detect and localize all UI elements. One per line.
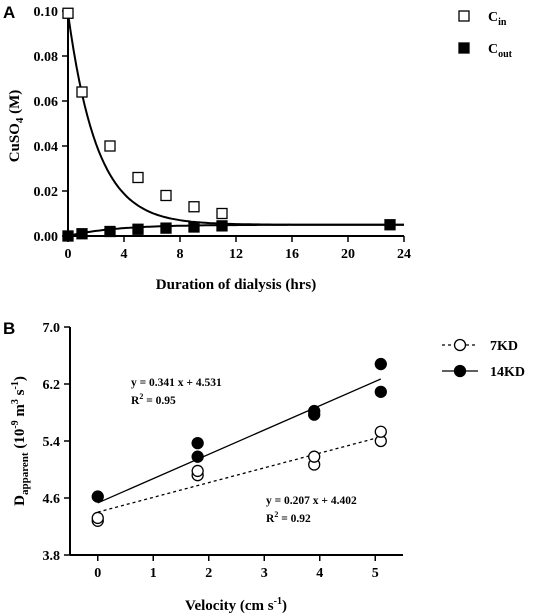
y-tick-label: 0.08 bbox=[34, 50, 59, 65]
panel-a-y-axis-label: CuSO4 (M) bbox=[7, 90, 26, 163]
y-tick-label: 0.02 bbox=[34, 185, 59, 200]
x-tick-label: 5 bbox=[372, 566, 379, 581]
c-out-point bbox=[132, 223, 144, 235]
y-tick-label: 3.8 bbox=[43, 549, 61, 564]
panel-a-label: A bbox=[3, 3, 15, 22]
open-square-marker-icon bbox=[458, 10, 470, 22]
c-out-point bbox=[160, 222, 172, 234]
panel-a-x-axis-label: Duration of dialysis (hrs) bbox=[156, 277, 316, 293]
panel-b-ticks: 0 1 2 3 4 5 3.8 4.6 5.4 6.2 7.0 bbox=[43, 321, 379, 581]
panel-a-legend: Cin Cout bbox=[458, 10, 513, 60]
7kd-point bbox=[91, 511, 104, 525]
7kd-fit-line bbox=[97, 436, 381, 513]
x-tick-label: 0 bbox=[65, 247, 72, 262]
x-tick-label: 0 bbox=[94, 566, 101, 581]
c-out-point bbox=[216, 220, 228, 232]
c-in-point bbox=[76, 86, 88, 98]
14kd-point bbox=[374, 385, 387, 398]
y-tick-label: 6.2 bbox=[43, 378, 61, 393]
panel-b-legend: 7KD 14KD bbox=[442, 338, 525, 380]
x-tick-label: 16 bbox=[285, 247, 299, 262]
x-tick-label: 24 bbox=[397, 247, 411, 262]
x-tick-label: 20 bbox=[341, 247, 355, 262]
c-in-point bbox=[188, 201, 200, 213]
y-tick-label: 0.00 bbox=[34, 230, 59, 245]
legend-item-14kd: 14KD bbox=[442, 364, 525, 380]
legend-label-c-out: Cout bbox=[488, 42, 513, 60]
c-out-point bbox=[104, 225, 116, 238]
legend-label-c-in: Cin bbox=[488, 10, 507, 28]
c-in-point bbox=[62, 7, 74, 19]
c-in-point bbox=[216, 207, 228, 220]
panel-b-label: B bbox=[3, 319, 15, 338]
annotation-7kd-r2: R2 = 0.92 bbox=[266, 510, 311, 525]
annotation-14kd-equation: y = 0.341 x + 4.531 bbox=[131, 377, 222, 389]
y-tick-label: 4.6 bbox=[43, 492, 61, 507]
legend-item-c-out: Cout bbox=[458, 42, 513, 60]
annotation-7kd: y = 0.207 x + 4.402 R2 = 0.92 bbox=[266, 495, 357, 525]
14kd-point bbox=[91, 490, 104, 503]
c-out-point bbox=[384, 219, 396, 231]
x-tick-label: 4 bbox=[316, 566, 323, 581]
14kd-fit-line bbox=[97, 378, 382, 504]
y-tick-label: 7.0 bbox=[43, 321, 61, 336]
annotation-14kd-r2: R2 = 0.95 bbox=[131, 392, 176, 407]
filled-circle-marker-icon bbox=[453, 364, 467, 378]
annotation-7kd-equation: y = 0.207 x + 4.402 bbox=[266, 495, 357, 507]
c-in-fit-curve bbox=[67, 13, 404, 226]
y-tick-label: 0.10 bbox=[34, 5, 59, 20]
open-circle-marker-icon bbox=[453, 338, 467, 352]
legend-label-7kd: 7KD bbox=[490, 339, 518, 354]
panel-b: B Dapparent (10-9 m3 s-1) 0 1 2 3 4 5 3.8 4.6 5.… bbox=[3, 319, 525, 614]
panel-a-points bbox=[62, 7, 396, 242]
x-tick-label: 12 bbox=[229, 247, 243, 262]
panel-b-y-axis-label: Dapparent (10-9 m3 s-1) bbox=[10, 376, 31, 506]
filled-square-marker-icon bbox=[458, 42, 470, 54]
panel-a-ticks: 0 4 8 12 16 20 24 0.00 0.02 0.04 0.06 0.08 0.10 bbox=[34, 5, 412, 262]
c-out-fit-curve bbox=[67, 223, 404, 237]
x-tick-label: 8 bbox=[177, 247, 184, 262]
c-in-point bbox=[104, 140, 116, 152]
panel-b-fit-lines bbox=[97, 378, 382, 513]
x-tick-label: 4 bbox=[121, 247, 128, 262]
14kd-point bbox=[191, 450, 204, 463]
legend-label-14kd: 14KD bbox=[490, 365, 525, 380]
c-out-point bbox=[62, 230, 74, 242]
panel-a-fit-curves bbox=[67, 13, 404, 237]
panel-b-x-axis-label: Velocity (cm s-1) bbox=[185, 596, 287, 614]
legend-item-c-in: Cin bbox=[458, 10, 507, 28]
annotation-14kd: y = 0.341 x + 4.531 R2 = 0.95 bbox=[131, 377, 222, 407]
panel-a: A CuSO4 (M) 0 4 8 12 16 20 240.000.020.040.060… bbox=[3, 3, 513, 293]
panel-b-points bbox=[91, 357, 387, 527]
panel-a-axes bbox=[67, 11, 404, 237]
y-tick-label: 5.4 bbox=[43, 435, 61, 450]
14kd-point bbox=[308, 404, 321, 418]
panel-b-axes bbox=[69, 327, 403, 556]
14kd-point bbox=[191, 436, 204, 450]
14kd-point bbox=[374, 357, 387, 371]
x-tick-label: 3 bbox=[261, 566, 268, 581]
x-tick-label: 2 bbox=[205, 566, 212, 581]
7kd-point bbox=[374, 425, 387, 438]
x-tick-label: 1 bbox=[150, 566, 157, 581]
legend-item-7kd: 7KD bbox=[442, 338, 518, 354]
c-in-point bbox=[132, 171, 144, 184]
y-tick-label: 0.06 bbox=[34, 95, 59, 110]
7kd-point bbox=[308, 450, 321, 463]
c-out-point bbox=[76, 228, 88, 240]
y-tick-label: 0.04 bbox=[34, 140, 59, 155]
7kd-point bbox=[191, 464, 204, 478]
c-in-point bbox=[160, 189, 172, 202]
c-out-point bbox=[188, 221, 200, 233]
